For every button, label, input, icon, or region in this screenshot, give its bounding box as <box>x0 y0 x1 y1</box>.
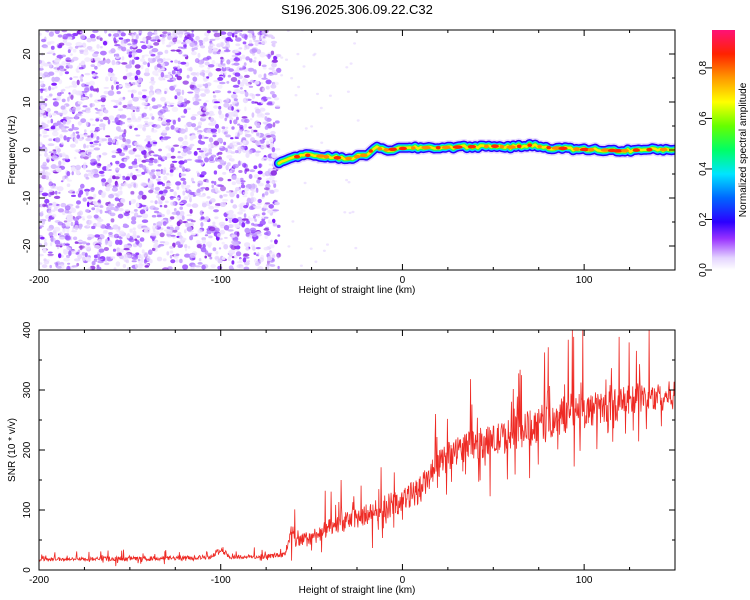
spectrogram-x-tick-label: 0 <box>400 275 406 286</box>
colorbar-label: Normalized spectral amplitude <box>738 82 749 217</box>
snr-panel: -200 -100 0 100 0 100 200 300 400 Height of stra… <box>7 321 676 596</box>
snr-frame <box>38 329 676 571</box>
snr-y-axis-label: SNR (10 * v/v) <box>7 418 18 482</box>
spectrogram-x-tick-label: -200 <box>29 275 49 286</box>
spectrogram-y-tick-label: 20 <box>22 48 33 60</box>
colorbar: 0.0 0.2 0.4 0.6 0.8 Normalized spectral ampl… <box>698 30 749 277</box>
spectrogram-y-tick-label: 0 <box>22 147 33 153</box>
colorbar-tick-label: 0.0 <box>698 263 709 277</box>
spectrogram-y-tick-label: -10 <box>22 190 33 205</box>
spectrogram-y-tick-label: -20 <box>22 238 33 253</box>
spectrogram-image <box>39 30 675 270</box>
colorbar-tick-label: 0.2 <box>698 212 709 226</box>
snr-y-tick-label: 400 <box>22 321 33 338</box>
colorbar-tick-label: 0.8 <box>698 61 709 75</box>
colorbar-tick-label: 0.6 <box>698 111 709 125</box>
snr-y-tick-label: 0 <box>22 567 33 573</box>
snr-axes: -200 -100 0 100 0 100 200 300 400 <box>22 321 676 586</box>
colorbar-gradient <box>712 30 735 270</box>
spectrogram-y-tick-label: 10 <box>22 96 33 108</box>
spectrogram-y-axis-label: Frequency (Hz) <box>7 116 18 185</box>
snr-series-line <box>39 330 675 567</box>
spectrogram-x-tick-label: -100 <box>211 275 231 286</box>
snr-x-tick-label: 100 <box>576 575 593 586</box>
snr-x-axis-label: Height of straight line (km) <box>299 585 416 596</box>
figure-title: S196.2025.306.09.22.C32 <box>281 2 433 17</box>
snr-y-tick-label: 300 <box>22 381 33 398</box>
spectrogram-x-tick-label: 100 <box>576 275 593 286</box>
colorbar-ticks: 0.0 0.2 0.4 0.6 0.8 <box>698 61 712 277</box>
snr-y-tick-label: 200 <box>22 441 33 458</box>
colorbar-tick-label: 0.4 <box>698 162 709 176</box>
spectrogram-x-axis-label: Height of straight line (km) <box>299 285 416 296</box>
snr-x-tick-label: -200 <box>29 575 49 586</box>
snr-y-tick-label: 100 <box>22 501 33 518</box>
snr-x-tick-label: 0 <box>400 575 406 586</box>
snr-x-tick-label: -100 <box>211 575 231 586</box>
